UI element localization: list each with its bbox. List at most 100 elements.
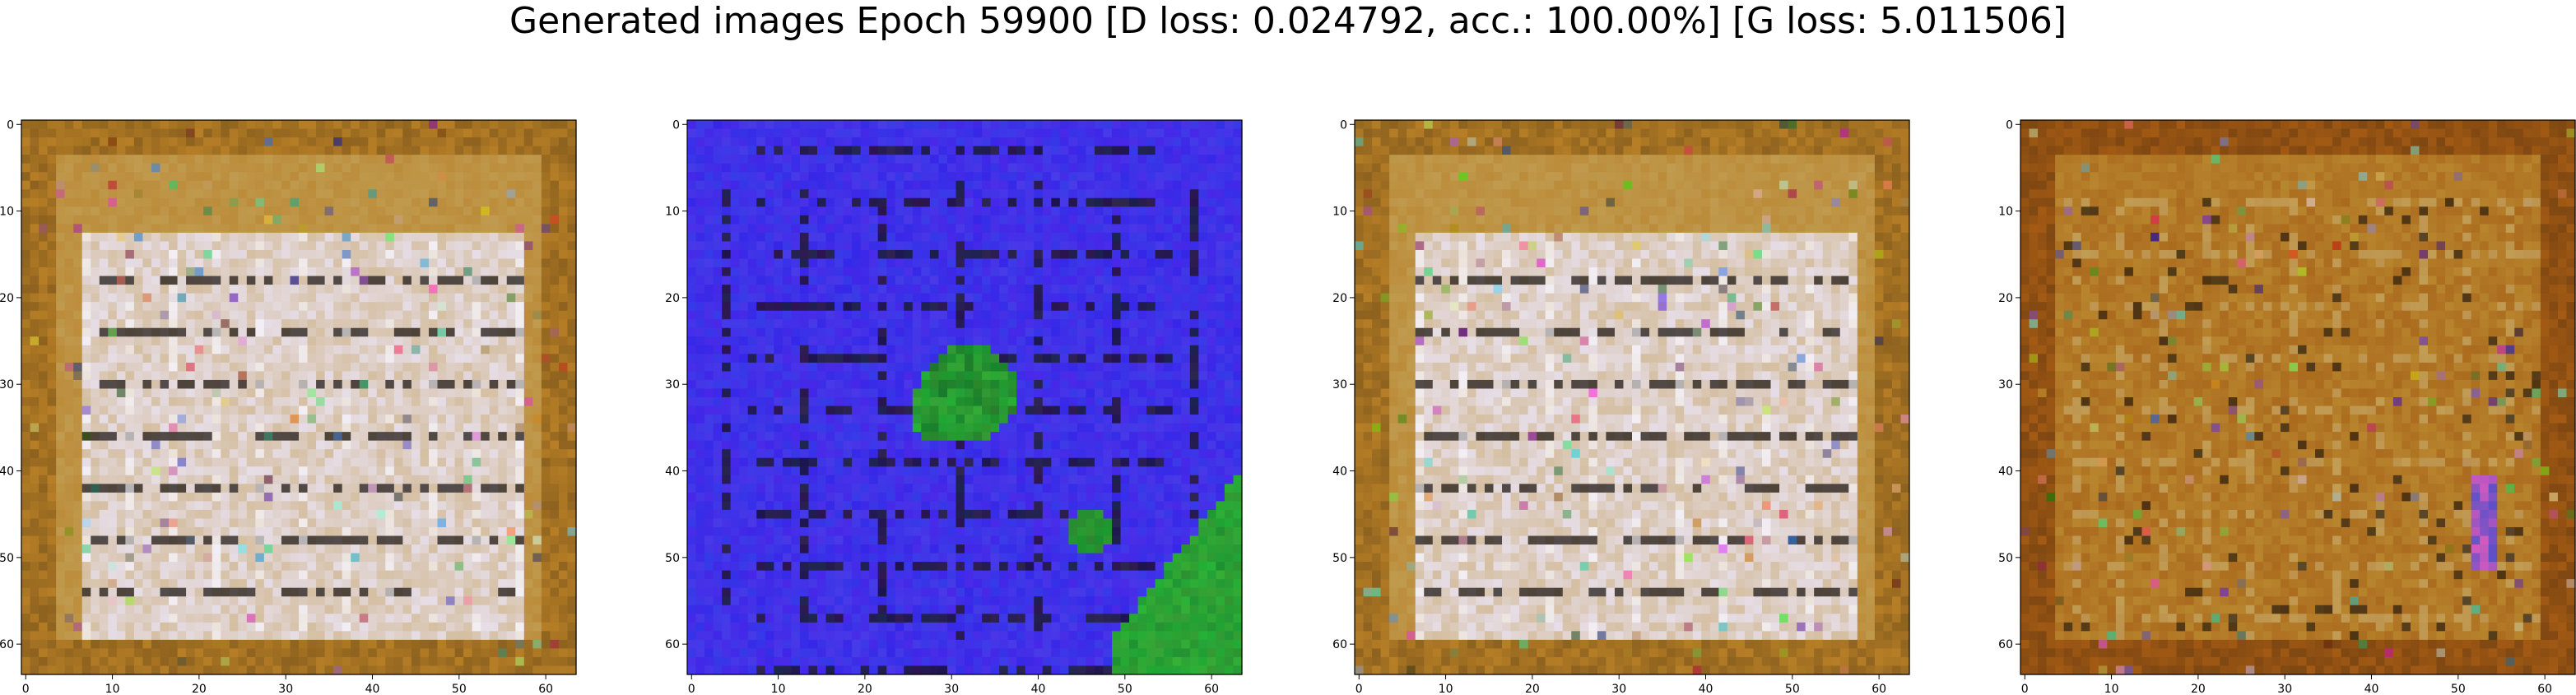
image-pixel xyxy=(342,285,351,294)
image-pixel xyxy=(133,449,144,459)
image-pixel xyxy=(463,388,473,398)
image-pixel xyxy=(108,146,118,155)
image-pixel xyxy=(221,596,230,606)
image-pixel xyxy=(973,197,983,207)
image-pixel xyxy=(472,596,481,606)
image-pixel xyxy=(351,232,360,243)
image-pixel xyxy=(39,665,49,675)
image-pixel xyxy=(203,241,213,251)
image-pixel xyxy=(704,180,714,190)
image-pixel xyxy=(558,492,569,502)
image-pixel xyxy=(221,146,230,155)
image-pixel xyxy=(463,327,473,337)
image-pixel xyxy=(454,544,464,554)
image-pixel xyxy=(125,128,135,138)
image-pixel xyxy=(186,310,196,320)
image-pixel xyxy=(567,241,577,251)
image-pixel xyxy=(91,518,100,528)
image-pixel xyxy=(324,423,334,433)
image-pixel xyxy=(799,180,810,190)
image-pixel xyxy=(116,656,126,667)
image-pixel xyxy=(446,276,456,285)
image-pixel xyxy=(133,155,144,164)
image-pixel xyxy=(133,457,144,467)
image-pixel xyxy=(133,648,144,658)
image-pixel xyxy=(81,293,91,303)
image-pixel xyxy=(255,509,265,520)
image-pixel xyxy=(342,163,351,173)
image-pixel xyxy=(498,241,508,251)
image-pixel xyxy=(324,276,334,285)
image-pixel xyxy=(489,397,499,407)
image-pixel xyxy=(64,553,74,563)
image-pixel xyxy=(558,535,569,545)
image-pixel xyxy=(402,570,412,580)
image-pixel xyxy=(428,224,439,234)
image-pixel xyxy=(30,155,40,164)
image-pixel xyxy=(368,526,378,537)
image-pixel xyxy=(420,302,430,312)
image-pixel xyxy=(56,258,66,268)
image-pixel xyxy=(64,249,74,260)
image-pixel xyxy=(316,639,326,650)
image-pixel xyxy=(541,310,551,320)
image-pixel xyxy=(281,172,291,182)
image-pixel xyxy=(281,180,291,190)
image-pixel xyxy=(238,457,248,467)
image-pixel xyxy=(47,336,57,346)
image-pixel xyxy=(1034,137,1044,147)
image-pixel xyxy=(108,415,118,424)
image-pixel xyxy=(21,224,31,234)
image-pixel xyxy=(506,648,516,658)
image-pixel xyxy=(532,622,542,632)
image-pixel xyxy=(194,215,204,225)
image-pixel xyxy=(472,310,481,320)
image-pixel xyxy=(558,457,569,467)
image-pixel xyxy=(351,475,360,484)
image-pixel xyxy=(316,535,326,545)
image-pixel xyxy=(515,405,525,415)
image-pixel xyxy=(108,172,118,182)
image-pixel xyxy=(550,206,560,216)
image-pixel xyxy=(1103,120,1113,130)
image-pixel xyxy=(428,206,439,216)
image-pixel xyxy=(437,155,447,164)
image-pixel xyxy=(238,466,248,476)
image-pixel xyxy=(169,388,179,398)
image-pixel xyxy=(160,345,170,354)
image-pixel xyxy=(116,518,126,528)
image-pixel xyxy=(567,526,577,537)
image-pixel xyxy=(481,241,491,251)
image-pixel xyxy=(108,526,118,537)
image-pixel xyxy=(151,241,161,251)
image-pixel xyxy=(169,293,179,303)
image-pixel xyxy=(376,232,386,243)
image-pixel xyxy=(108,656,118,667)
image-pixel xyxy=(91,570,100,580)
image-pixel xyxy=(307,492,317,502)
image-pixel xyxy=(523,137,533,147)
image-pixel xyxy=(489,302,499,312)
image-pixel xyxy=(194,526,204,537)
image-pixel xyxy=(567,128,577,138)
image-pixel xyxy=(351,622,360,632)
image-pixel xyxy=(116,310,126,320)
image-pixel xyxy=(523,475,533,484)
image-pixel xyxy=(342,457,351,467)
image-pixel xyxy=(532,415,542,424)
image-pixel xyxy=(1086,215,1095,225)
image-pixel xyxy=(272,509,282,520)
image-pixel xyxy=(21,189,31,199)
image-pixel xyxy=(212,622,221,632)
image-pixel xyxy=(567,206,577,216)
image-pixel xyxy=(454,440,464,450)
image-pixel xyxy=(965,206,974,216)
image-pixel xyxy=(843,120,853,130)
image-pixel xyxy=(21,501,31,511)
image-pixel xyxy=(498,285,508,294)
image-pixel xyxy=(929,172,940,182)
image-pixel xyxy=(843,163,853,173)
image-pixel xyxy=(263,146,274,155)
image-pixel xyxy=(791,128,801,138)
image-pixel xyxy=(747,206,757,216)
